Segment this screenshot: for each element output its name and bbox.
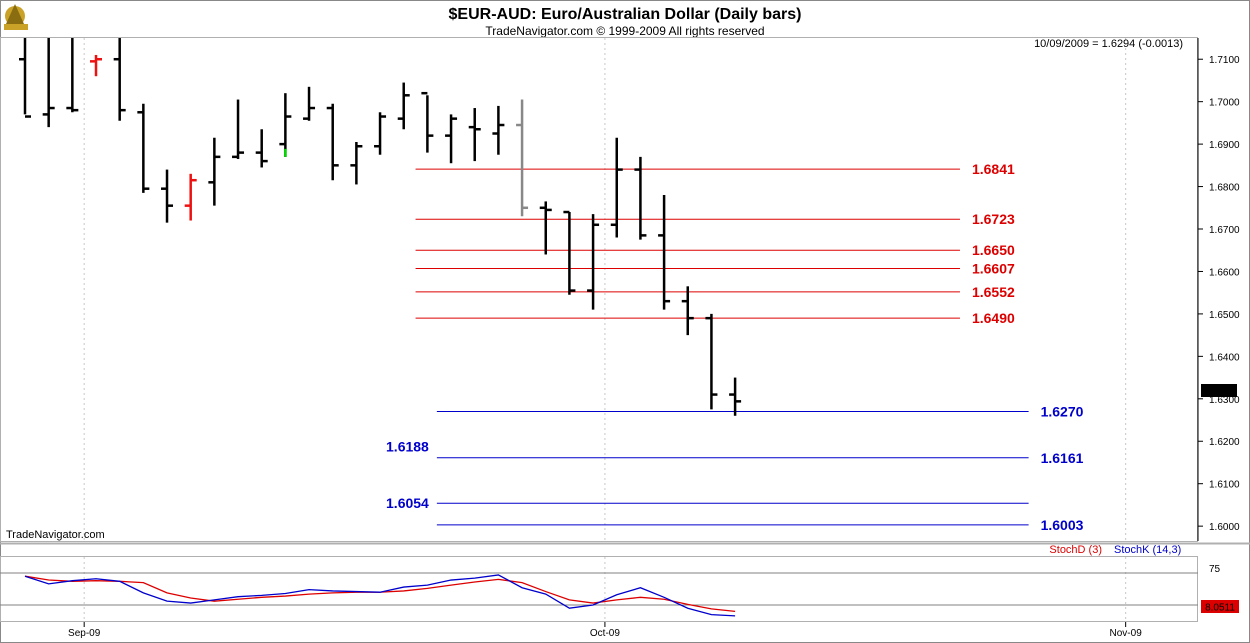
y-tick-label: 1.6400 — [1209, 352, 1240, 363]
stoch-d-legend: StochD (3) — [1049, 544, 1102, 556]
ohlc-bar — [705, 313, 718, 410]
stoch-k-line — [24, 574, 736, 617]
stoch-k-legend: StochK (14,3) — [1114, 544, 1181, 556]
ohlc-bar — [350, 141, 363, 185]
y-tick-label: 1.6200 — [1209, 437, 1240, 448]
watermark: TradeNavigator.com — [6, 529, 105, 541]
ohlc-bar — [279, 93, 292, 157]
left-level-label: 1.6188 — [386, 438, 429, 454]
level-label-support: 1.6003 — [1041, 517, 1084, 533]
ohlc-bar — [208, 137, 221, 206]
last-price-tag: 1.6294 — [1201, 384, 1237, 398]
ohlc-bar — [19, 38, 31, 118]
y-tick-label: 1.6800 — [1209, 183, 1240, 194]
ohlc-bar — [587, 214, 600, 310]
date-x-axis: Sep-09 Oct-09 Nov-09 — [68, 622, 1142, 639]
price-bars — [19, 38, 742, 416]
x-tick-label: Oct-09 — [590, 628, 620, 639]
ohlc-bar — [516, 99, 529, 217]
level-label-resistance: 1.6841 — [972, 161, 1015, 177]
level-label-resistance: 1.6490 — [972, 310, 1015, 326]
ohlc-bar — [468, 108, 481, 162]
ohlc-bar — [90, 54, 103, 77]
left-level-label: 1.6054 — [386, 495, 429, 511]
ohlc-bar — [326, 103, 339, 181]
ohlc-bar — [492, 105, 505, 155]
ohlc-bar — [232, 99, 245, 159]
ohlc-bar — [137, 103, 150, 193]
oscillator-tick-75: 75 — [1209, 564, 1221, 575]
level-label-support: 1.6161 — [1041, 450, 1084, 466]
ohlc-bar — [303, 86, 316, 121]
ohlc-bar — [445, 114, 458, 164]
y-tick-label: 1.6900 — [1209, 140, 1240, 151]
y-tick-label: 1.7100 — [1209, 55, 1240, 66]
ohlc-bar — [729, 377, 742, 416]
y-tick-label: 1.6600 — [1209, 267, 1240, 278]
oscillator-value-tag: 8.0511 — [1201, 600, 1239, 614]
chart-title: $EUR-AUD: Euro/Australian Dollar (Daily … — [449, 6, 802, 23]
ohlc-bar — [421, 91, 434, 153]
ohlc-bar — [681, 286, 694, 336]
last-price-tag-text: 1.6294 — [1204, 387, 1235, 398]
ohlc-bar — [161, 169, 174, 223]
ohlc-bar — [563, 210, 576, 295]
ohlc-bar — [66, 38, 79, 113]
ohlc-bar — [255, 129, 268, 168]
copyright-subtitle: TradeNavigator.com © 1999-2009 All right… — [485, 24, 764, 38]
ohlc-bar — [658, 195, 671, 310]
ohlc-bar — [374, 112, 387, 155]
level-label-resistance: 1.6650 — [972, 242, 1015, 258]
ohlc-bar — [42, 38, 55, 128]
ohlc-bar — [397, 82, 410, 130]
ohlc-bar — [634, 156, 647, 240]
price-y-axis: 1.7100 1.7000 1.6900 1.6800 1.6700 1.6600 1.65… — [1197, 38, 1240, 541]
level-label-resistance: 1.6607 — [972, 260, 1015, 276]
level-label-support: 1.6270 — [1041, 404, 1084, 420]
x-tick-label: Sep-09 — [68, 628, 101, 639]
oscillator-lines — [0, 572, 1198, 617]
ohlc-bar — [539, 201, 552, 255]
level-label-resistance: 1.6723 — [972, 211, 1015, 227]
trade-navigator-logo — [4, 4, 28, 30]
x-tick-label: Nov-09 — [1110, 628, 1143, 639]
y-tick-label: 1.6500 — [1209, 310, 1240, 321]
ohlc-bar — [184, 173, 197, 221]
oscillator-panel — [0, 556, 1198, 622]
y-tick-label: 1.6100 — [1209, 480, 1240, 491]
ohlc-bar — [610, 137, 623, 238]
y-tick-label: 1.7000 — [1209, 98, 1240, 109]
level-label-resistance: 1.6552 — [972, 284, 1015, 300]
y-tick-label: 1.6700 — [1209, 225, 1240, 236]
oscillator-value-tag-text: 8.0511 — [1205, 603, 1235, 614]
y-tick-label: 1.6000 — [1209, 522, 1240, 533]
vertical-gridlines — [83, 38, 1127, 621]
quote-readout: 10/09/2009 = 1.6294 (-0.0013) — [1034, 38, 1183, 50]
y-tick-label: 1.6300 — [1209, 395, 1240, 406]
ohlc-bar — [113, 38, 126, 121]
